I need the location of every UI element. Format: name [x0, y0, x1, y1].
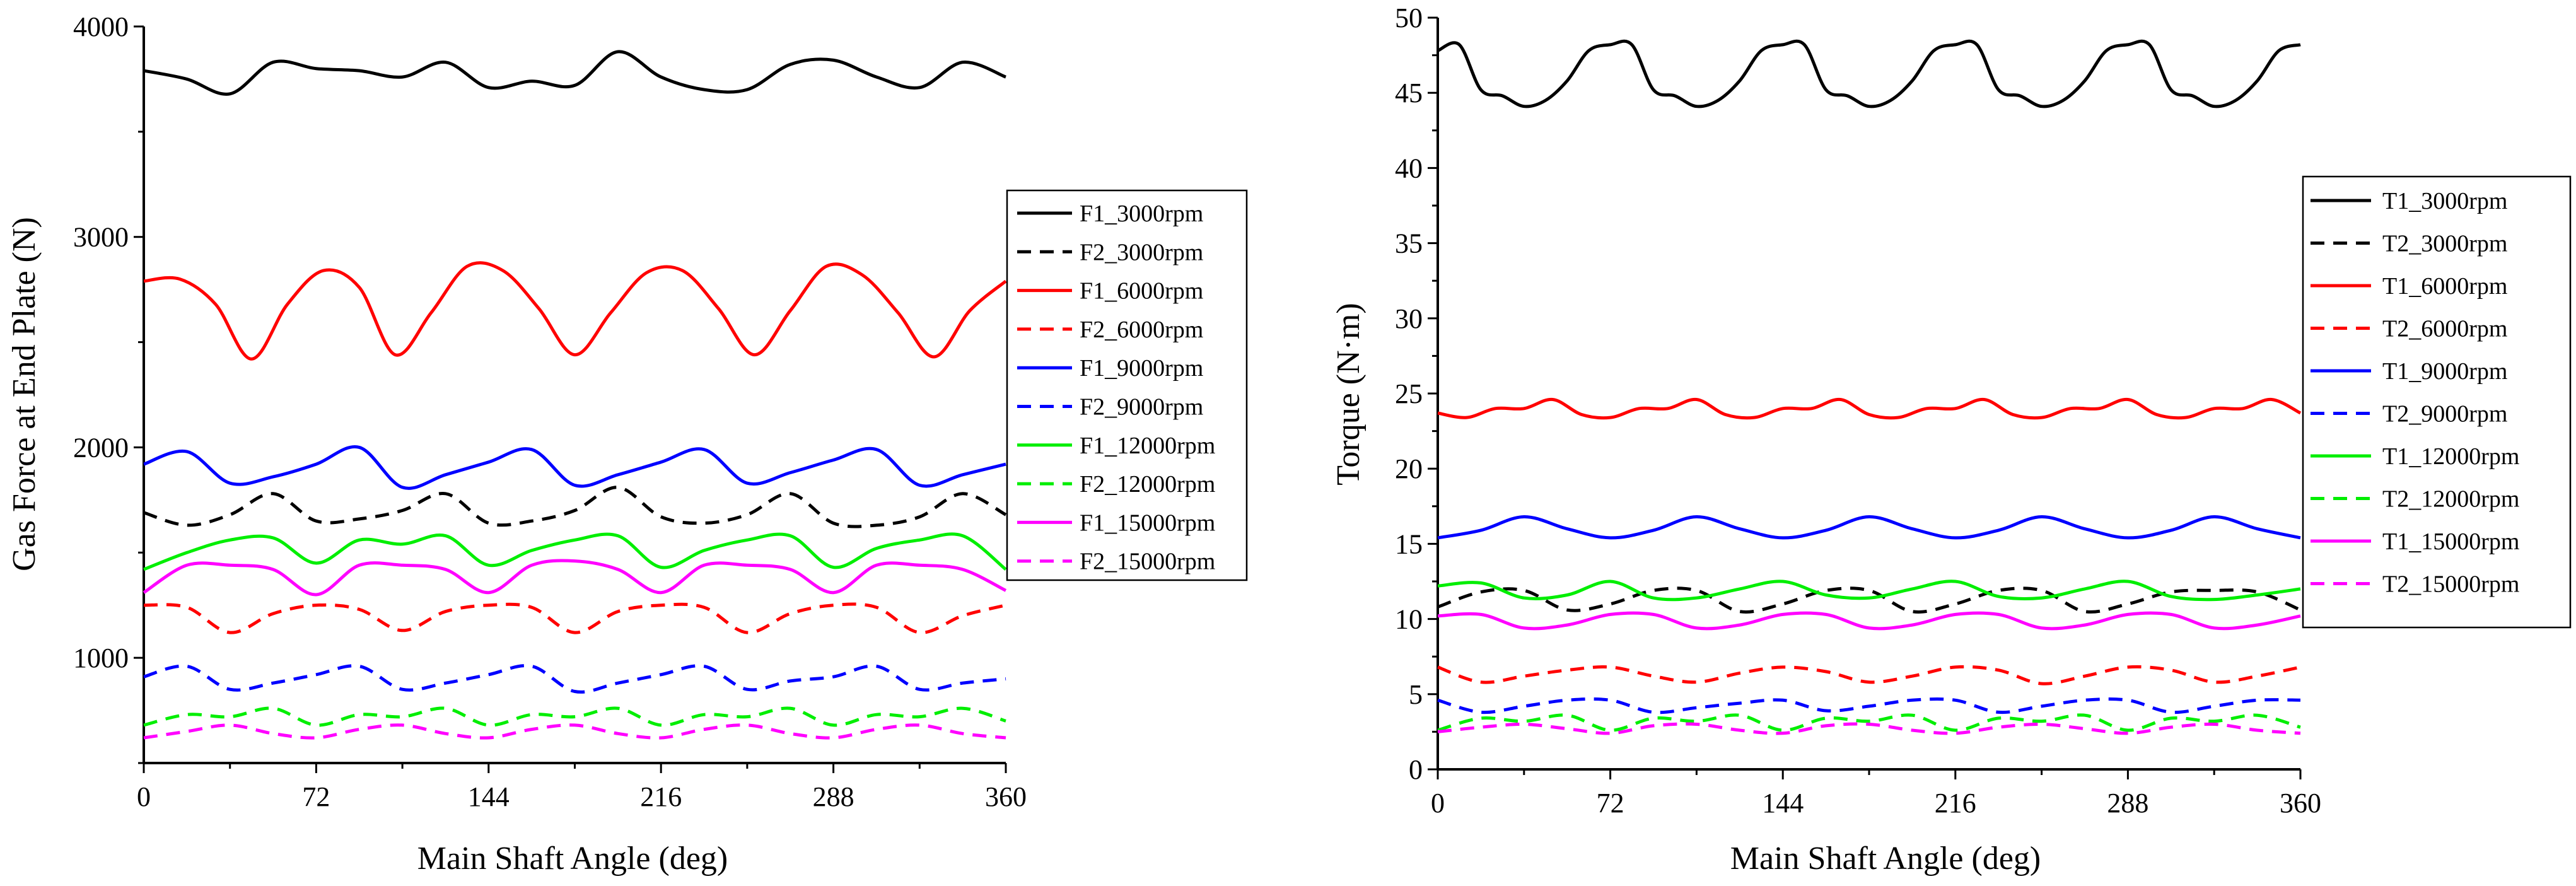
x-tick-label: 216	[1935, 788, 1976, 819]
y-tick-label: 5	[1409, 679, 1423, 710]
series-line-T1_15000rpm	[1437, 611, 2301, 631]
y-axis-title: Torque (N·m)	[1331, 303, 1367, 485]
series-line-F1_3000rpm	[143, 50, 1006, 96]
series-line-F1_6000rpm	[143, 261, 1007, 361]
y-tick-label: 50	[1395, 3, 1423, 33]
series-line-F1_12000rpm	[143, 532, 1007, 571]
legend-label: T2_12000rpm	[2382, 486, 2519, 513]
legend-label: F1_3000rpm	[1080, 201, 1203, 227]
legend-label: T1_15000rpm	[2382, 528, 2519, 555]
y-tick-label: 40	[1395, 153, 1423, 184]
series-line-T1_3000rpm	[1437, 39, 2301, 108]
legend-label: T2_3000rpm	[2382, 231, 2507, 257]
series-line-F2_12000rpm	[143, 706, 1006, 727]
x-tick-label: 288	[2107, 788, 2148, 819]
series-line-T2_3000rpm	[1437, 586, 2301, 614]
y-tick-label: 35	[1395, 228, 1423, 259]
y-tick-label: 3000	[73, 222, 129, 253]
legend-label: T2_6000rpm	[2382, 316, 2507, 342]
legend-label: T2_9000rpm	[2382, 401, 2507, 428]
series-line-T2_6000rpm	[1437, 665, 2301, 685]
legend-label: T1_6000rpm	[2382, 273, 2507, 300]
y-tick-label: 2000	[73, 432, 129, 463]
x-tick-label: 0	[1431, 788, 1445, 819]
x-tick-label: 144	[468, 781, 510, 812]
legend-label: F2_15000rpm	[1080, 549, 1215, 575]
y-tick-label: 10	[1395, 604, 1423, 635]
series-line-F1_15000rpm	[143, 559, 1007, 597]
series-line-T2_12000rpm	[1437, 713, 2301, 732]
y-tick-label: 45	[1395, 78, 1423, 108]
legend-label: T1_12000rpm	[2382, 443, 2519, 470]
series-line-F2_6000rpm	[143, 602, 1006, 634]
y-tick-label: 0	[1409, 754, 1423, 785]
legend-label: F1_6000rpm	[1080, 278, 1203, 305]
series-line-T2_15000rpm	[1437, 722, 2301, 735]
legend-box	[1006, 189, 1248, 581]
gas-force-chart: Main Shaft Angle (deg) Gas Force at End …	[6, 11, 1248, 877]
y-tick-label: 1000	[73, 643, 129, 673]
x-tick-label: 72	[1597, 788, 1624, 819]
series-line-T1_6000rpm	[1437, 397, 2302, 420]
legend-label: F2_3000rpm	[1080, 239, 1203, 265]
series-line-F1_9000rpm	[143, 445, 1006, 490]
y-axis-title: Gas Force at End Plate (N)	[6, 217, 42, 571]
legend-label: F2_6000rpm	[1080, 317, 1203, 343]
legend-label: T1_9000rpm	[2382, 358, 2507, 385]
legend-box	[2302, 175, 2572, 629]
legend-label: F2_12000rpm	[1080, 471, 1215, 498]
y-tick-label: 30	[1395, 303, 1423, 334]
series-line-F2_3000rpm	[143, 486, 1007, 528]
series-line-T2_9000rpm	[1437, 697, 2301, 714]
x-tick-label: 360	[985, 781, 1027, 812]
legend-label: F2_9000rpm	[1080, 394, 1203, 421]
y-tick-label: 20	[1395, 453, 1423, 484]
x-tick-label: 144	[1762, 788, 1804, 819]
y-tick-label: 15	[1395, 528, 1423, 559]
series-line-T1_9000rpm	[1437, 515, 2301, 540]
series-line-T1_12000rpm	[1437, 580, 2301, 602]
y-tick-label: 4000	[73, 11, 129, 42]
legend-label: F1_12000rpm	[1080, 433, 1215, 459]
x-tick-label: 0	[137, 781, 151, 812]
legend-label: T2_15000rpm	[2382, 571, 2519, 598]
x-tick-label: 216	[640, 781, 682, 812]
legend-label: F1_9000rpm	[1080, 355, 1203, 382]
series-line-F2_15000rpm	[143, 723, 1006, 740]
x-axis-title: Main Shaft Angle (deg)	[1730, 841, 2041, 877]
x-tick-label: 72	[302, 781, 330, 812]
torque-chart: Main Shaft Angle (deg) Torque (N·m) 0 72 1…	[1331, 3, 2572, 877]
y-tick-label: 25	[1395, 378, 1423, 409]
x-tick-label: 288	[813, 781, 854, 812]
legend-label: T1_3000rpm	[2382, 188, 2507, 214]
x-tick-label: 360	[2280, 788, 2321, 819]
legend-label: F1_15000rpm	[1080, 510, 1215, 536]
series-line-F2_9000rpm	[143, 664, 1006, 694]
x-axis-title: Main Shaft Angle (deg)	[417, 841, 728, 877]
